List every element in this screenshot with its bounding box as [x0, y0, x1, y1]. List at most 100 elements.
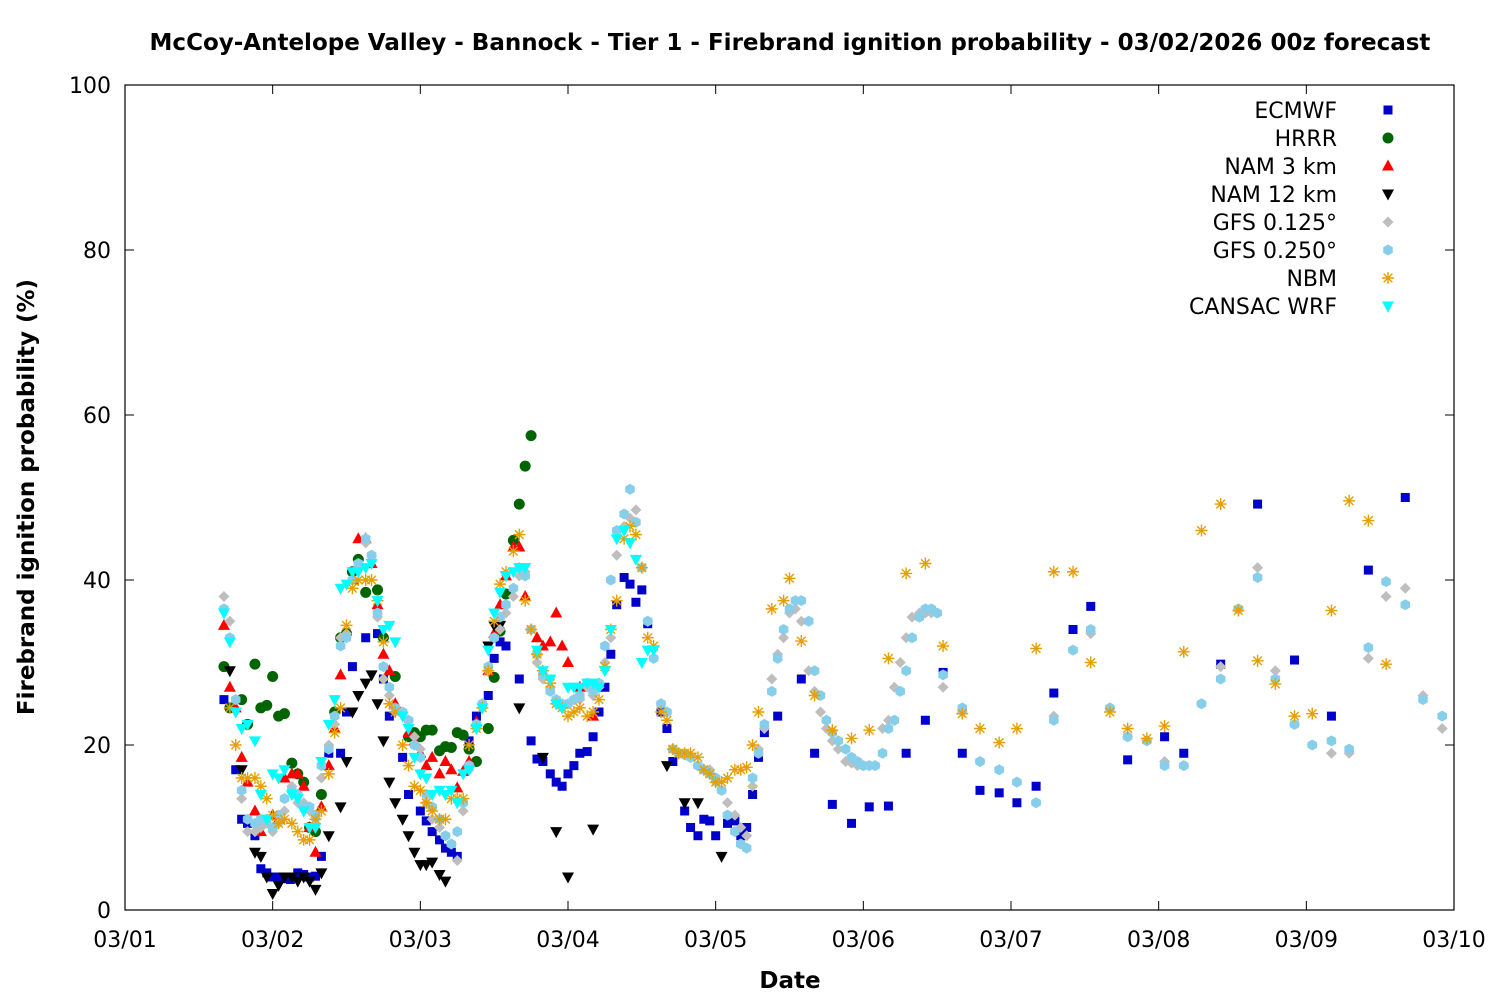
data-point	[1307, 739, 1317, 751]
data-point	[826, 724, 839, 737]
data-point	[741, 842, 752, 854]
y-tick-label: 60	[83, 404, 111, 429]
data-point	[434, 822, 446, 833]
data-point	[328, 726, 341, 739]
data-point	[1306, 707, 1319, 720]
data-point	[938, 669, 948, 681]
data-point	[845, 732, 858, 745]
data-point	[604, 625, 617, 636]
data-point	[445, 741, 457, 753]
data-point	[396, 711, 409, 723]
data-point	[440, 843, 450, 853]
data-point	[297, 806, 310, 818]
data-point	[352, 574, 365, 586]
x-tick-label: 03/02	[241, 928, 304, 953]
data-point	[747, 772, 758, 784]
data-point	[575, 748, 585, 758]
data-point	[937, 681, 949, 693]
data-point	[1179, 760, 1189, 772]
data-point	[1159, 760, 1170, 772]
data-point	[365, 574, 378, 586]
data-point	[821, 714, 832, 726]
data-point	[759, 718, 770, 730]
data-point	[451, 855, 463, 866]
data-point	[519, 594, 532, 607]
data-point	[439, 813, 452, 826]
data-point	[1012, 776, 1022, 788]
data-point	[293, 868, 303, 878]
data-point	[1288, 710, 1301, 723]
data-point	[778, 632, 790, 644]
data-point	[439, 790, 452, 801]
legend-marker	[1382, 159, 1394, 171]
data-point	[746, 739, 759, 751]
data-point	[513, 528, 526, 541]
data-point	[975, 785, 985, 795]
data-point	[297, 872, 310, 884]
data-point	[268, 872, 278, 882]
data-point	[563, 769, 573, 779]
data-point	[833, 735, 843, 747]
data-point	[900, 567, 913, 580]
data-point	[655, 706, 668, 718]
data-point	[272, 880, 285, 892]
data-point	[544, 635, 557, 647]
data-point	[642, 615, 653, 627]
data-point	[748, 790, 758, 799]
data-point	[526, 736, 536, 746]
data-point	[408, 731, 420, 743]
data-point	[914, 611, 925, 623]
data-point	[383, 664, 396, 676]
data-point	[766, 673, 778, 685]
data-point	[557, 781, 567, 791]
data-point	[415, 806, 425, 816]
data-point	[973, 722, 986, 735]
data-point	[1031, 797, 1041, 809]
data-point	[420, 759, 433, 771]
data-point	[1010, 722, 1023, 735]
data-point	[753, 747, 764, 759]
data-point	[322, 767, 335, 780]
data-point	[840, 743, 851, 755]
data-point	[772, 652, 783, 664]
data-point	[235, 724, 248, 735]
data-point	[309, 813, 322, 826]
data-point	[810, 748, 820, 758]
data-point	[373, 629, 383, 639]
series-gfs-0-250-	[219, 483, 1447, 854]
data-point	[581, 710, 594, 723]
data-point	[660, 761, 673, 773]
data-point	[291, 825, 304, 838]
data-point	[260, 872, 273, 884]
data-point	[254, 790, 267, 801]
data-point	[1251, 654, 1264, 667]
data-point	[1103, 706, 1116, 718]
data-point	[241, 719, 254, 731]
series-gfs-0-125-	[218, 504, 1448, 866]
data-point	[402, 724, 415, 735]
data-point	[625, 579, 635, 589]
data-point	[482, 664, 495, 677]
data-point	[691, 751, 704, 764]
data-point	[736, 831, 746, 841]
data-point	[600, 640, 610, 652]
data-point	[396, 814, 409, 826]
data-point	[994, 788, 1004, 798]
data-point	[389, 798, 402, 810]
data-point	[631, 597, 641, 607]
legend-label: NAM 3 km	[1224, 155, 1337, 180]
data-point	[883, 801, 893, 811]
y-axis-label: Firebrand ignition probability (%)	[14, 279, 40, 715]
data-point	[229, 739, 242, 751]
data-point	[446, 838, 457, 850]
data-point	[550, 699, 563, 711]
legend-label: NAM 12 km	[1210, 183, 1337, 208]
data-point	[783, 572, 796, 585]
data-point	[446, 847, 456, 857]
data-point	[1269, 665, 1281, 677]
data-point	[231, 765, 241, 775]
data-point	[377, 673, 389, 685]
data-point	[587, 678, 600, 690]
data-point	[803, 615, 814, 627]
